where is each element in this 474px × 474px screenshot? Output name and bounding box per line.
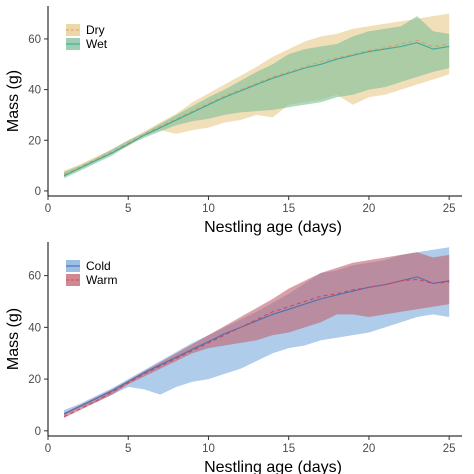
- legend-label-warm: Warm: [86, 273, 118, 287]
- y-tick-label: 20: [28, 374, 41, 386]
- x-tick-label: 10: [202, 443, 215, 455]
- x-tick-label: 15: [282, 443, 295, 455]
- y-tick-label: 0: [35, 426, 41, 438]
- x-tick-label: 15: [282, 203, 295, 215]
- y-tick-label: 40: [28, 322, 41, 334]
- ribbon-wet: [64, 16, 450, 179]
- x-tick-label: 5: [125, 203, 131, 215]
- x-tick-label: 20: [363, 203, 376, 215]
- y-tick-label: 0: [35, 186, 41, 198]
- x-tick-label: 25: [443, 443, 456, 455]
- y-tick-label: 20: [28, 135, 41, 147]
- legend-label-wet: Wet: [86, 37, 108, 51]
- y-tick-label: 40: [28, 85, 41, 97]
- panel-cold-warm: 0 5 10 15 20 25 0 20 40 60 Nestling age (days) Mass…: [5, 242, 462, 474]
- x-axis-title: Nestling age (days): [204, 459, 342, 474]
- y-axis-title: Mass (g): [5, 70, 22, 132]
- ribbon-warm: [64, 252, 450, 418]
- line-warm: [63, 278, 450, 418]
- line-dry: [63, 39, 450, 175]
- legend-label-dry: Dry: [86, 23, 105, 37]
- y-axis-title: Mass (g): [5, 308, 22, 370]
- line-cold: [63, 276, 450, 415]
- x-tick-label: 10: [202, 203, 215, 215]
- legend-label-cold: Cold: [86, 259, 111, 273]
- x-axis-title: Nestling age (days): [204, 219, 342, 236]
- panel-dry-wet: 0 5 10 15 20 25 0 20 40 60 Nestling age (days) Mass…: [5, 6, 462, 236]
- x-tick-label: 0: [45, 203, 51, 215]
- x-tick-label: 0: [45, 443, 51, 455]
- x-tick-label: 5: [125, 443, 131, 455]
- x-tick-label: 25: [443, 203, 456, 215]
- line-wet: [63, 42, 450, 177]
- y-tick-label: 60: [28, 271, 41, 283]
- y-tick-label: 60: [28, 34, 41, 46]
- x-tick-label: 20: [363, 443, 376, 455]
